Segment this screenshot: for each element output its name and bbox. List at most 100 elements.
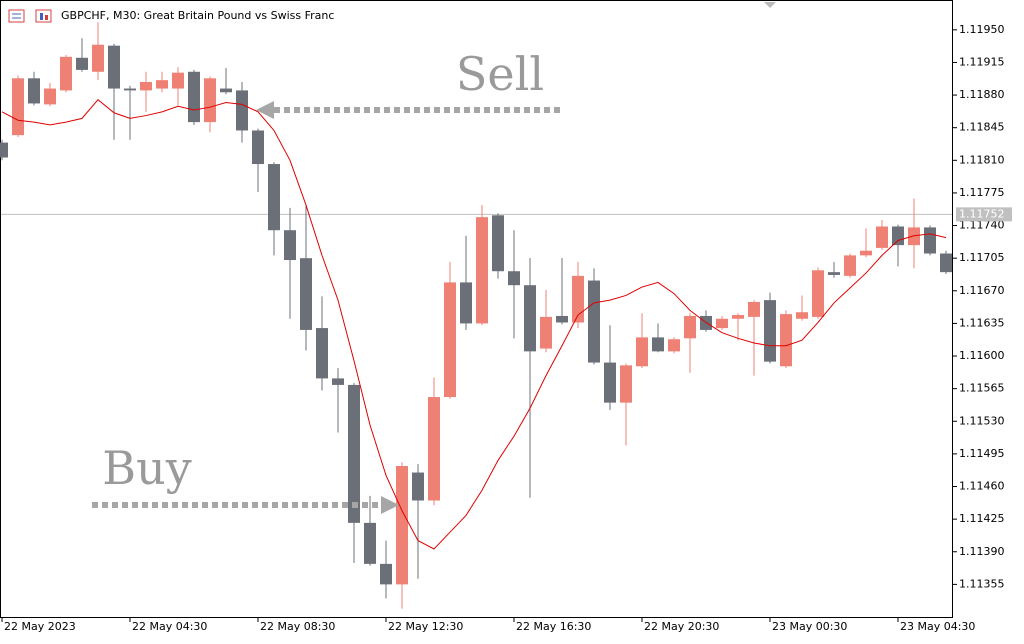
candle-body	[124, 88, 136, 91]
y-tick-label: 1.11635	[959, 316, 1005, 329]
x-tick-label: 22 May 20:30	[644, 620, 719, 633]
candle-body	[412, 472, 424, 501]
y-tick-label: 1.11530	[959, 414, 1005, 427]
candle-body	[172, 72, 184, 89]
candle-body	[892, 226, 904, 246]
candle-body	[940, 253, 952, 273]
candle-body	[652, 337, 664, 352]
y-tick-label: 1.11810	[959, 153, 1005, 166]
candle-body	[76, 57, 88, 70]
y-tick-label: 1.11670	[959, 284, 1005, 297]
symbol-icons	[8, 9, 52, 23]
y-tick-label: 1.11705	[959, 251, 1005, 264]
candle-body	[924, 227, 936, 254]
candle-body	[780, 314, 792, 367]
chart-title: GBPCHF, M30: Great Britain Pound vs Swis…	[61, 9, 334, 22]
y-tick-label: 1.11390	[959, 545, 1005, 558]
candle-body	[604, 362, 616, 403]
candle-body	[156, 80, 168, 89]
candle-body	[188, 71, 200, 123]
icon	[40, 13, 43, 20]
candle-body	[764, 300, 776, 362]
x-tick-label: 23 May 04:30	[900, 620, 975, 633]
candle-body	[828, 272, 840, 275]
candle-body	[860, 250, 872, 256]
y-tick-label: 1.11600	[959, 349, 1005, 362]
x-tick-label: 22 May 08:30	[260, 620, 335, 633]
candle-body	[492, 215, 504, 272]
y-tick-label: 1.11880	[959, 88, 1005, 101]
candle-body	[636, 337, 648, 367]
icon	[45, 15, 48, 20]
icon	[8, 9, 25, 23]
y-tick-label: 1.11355	[959, 577, 1005, 590]
y-tick-label: 1.11775	[959, 186, 1005, 199]
candle-body	[508, 271, 520, 286]
candle-body	[572, 275, 584, 323]
x-tick-label: 22 May 12:30	[388, 620, 463, 633]
candle-body	[220, 88, 232, 93]
candle-body	[684, 315, 696, 339]
candle-body	[60, 56, 72, 91]
candle-body	[252, 130, 264, 165]
candle-body	[92, 44, 104, 72]
buy-arrow	[92, 496, 399, 514]
arrow-head	[381, 496, 399, 514]
candle-body	[364, 522, 376, 564]
candle-body	[876, 226, 888, 248]
y-tick-label: 1.11845	[959, 121, 1005, 134]
candle-body	[348, 384, 360, 523]
candle-body	[284, 230, 296, 261]
chart-layer: 1.11355 1.11390 1.11425 1.11460 1.11495 1.115…	[0, 22, 1012, 633]
y-tick-label: 1.11950	[959, 23, 1005, 36]
candle-body	[44, 88, 56, 105]
candle-body	[460, 282, 472, 324]
candle-body	[300, 258, 312, 330]
y-tick-label: 1.11425	[959, 512, 1005, 525]
y-tick-label: 1.11565	[959, 382, 1005, 395]
annotation: Buy	[102, 441, 191, 495]
candle-body	[268, 164, 280, 231]
x-tick-label: 23 May 00:30	[772, 620, 847, 633]
period-marker	[764, 2, 776, 8]
arrow-head	[256, 101, 274, 119]
candle-body	[380, 563, 392, 585]
candle-body	[476, 217, 488, 324]
x-tick-label: 22 May 2023	[4, 620, 76, 633]
moving-average	[1, 99, 947, 550]
y-tick-label: 1.11495	[959, 447, 1005, 460]
icon	[35, 9, 52, 23]
y-tick-label: 1.11460	[959, 480, 1005, 493]
candle-body	[748, 301, 760, 317]
candle-body	[0, 142, 8, 158]
x-tick-label: 22 May 04:30	[132, 620, 207, 633]
candle-body	[204, 78, 216, 123]
candle-body	[716, 318, 728, 329]
candle-body	[620, 365, 632, 403]
y-tick-label: 1.11740	[959, 219, 1005, 232]
x-tick-label: 22 May 16:30	[516, 620, 591, 633]
candle-body	[844, 255, 856, 276]
candle-body	[108, 45, 120, 89]
y-tick-label: 1.11915	[959, 55, 1005, 68]
candle-body	[140, 82, 152, 91]
candle-body	[12, 78, 24, 136]
annotation: Sell	[456, 47, 544, 101]
candle-body	[556, 315, 568, 323]
current-price-label: 1.11752	[959, 207, 1005, 220]
candle-body	[236, 90, 248, 131]
candle-body	[732, 315, 744, 319]
candle-body	[444, 282, 456, 398]
candle-body	[668, 339, 680, 352]
candle-body	[812, 270, 824, 317]
candle-body	[316, 328, 328, 379]
sell-arrow	[256, 101, 560, 119]
candle-body	[796, 312, 808, 319]
candle-body	[540, 316, 552, 349]
candle-body	[524, 285, 536, 352]
candle-body	[396, 466, 408, 585]
candle-body	[28, 78, 40, 104]
candle-body	[428, 397, 440, 501]
